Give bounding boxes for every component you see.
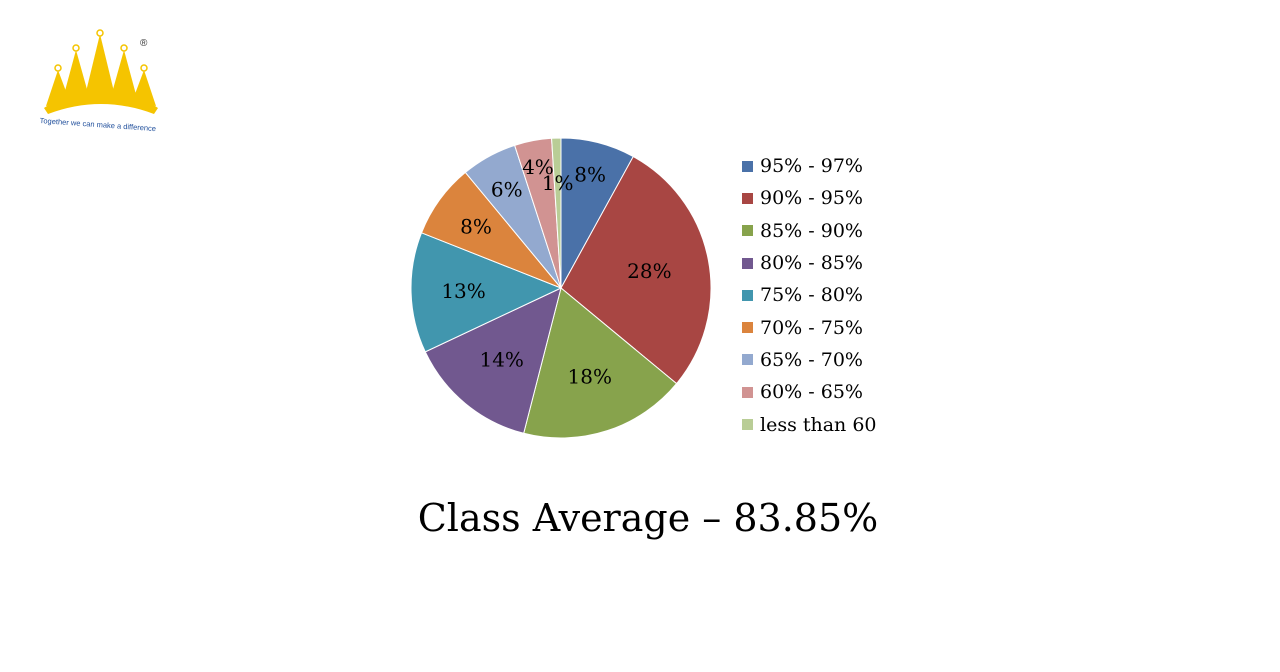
legend-item: 80% - 85% bbox=[742, 247, 877, 279]
legend-label: 65% - 70% bbox=[760, 348, 863, 371]
pie-data-label: 18% bbox=[568, 364, 612, 388]
legend-label: 95% - 97% bbox=[760, 155, 863, 178]
chart-legend: 95% - 97% 90% - 95% 85% - 90% 80% - 85% 75% … bbox=[742, 150, 877, 441]
legend-label: 70% - 75% bbox=[760, 316, 863, 339]
legend-item: 70% - 75% bbox=[742, 311, 877, 343]
legend-item: 95% - 97% bbox=[742, 150, 877, 182]
legend-item: 85% - 90% bbox=[742, 215, 877, 247]
legend-swatch bbox=[742, 354, 753, 366]
pie-data-label: 13% bbox=[441, 279, 485, 303]
pie-slice bbox=[560, 155, 712, 385]
pie-data-label: 14% bbox=[479, 348, 523, 372]
legend-swatch bbox=[742, 289, 753, 301]
registered-mark: ® bbox=[140, 38, 148, 49]
pie-slice bbox=[551, 137, 562, 289]
legend-label: 80% - 85% bbox=[760, 252, 863, 275]
pie-chart: 8% 28% 18% 14% 13% 8% 6%4%1% bbox=[410, 137, 712, 439]
pie-data-label: 6% bbox=[491, 177, 523, 201]
legend-swatch bbox=[742, 192, 753, 204]
pie-data-label: 4% bbox=[522, 155, 554, 179]
pie-slice bbox=[523, 287, 678, 439]
legend-swatch bbox=[742, 419, 753, 431]
company-logo bbox=[36, 28, 166, 132]
legend-item: less than 60 bbox=[742, 408, 877, 440]
pie-data-label: 1% bbox=[542, 171, 574, 195]
pie-slice bbox=[410, 232, 563, 353]
legend-label: 90% - 95% bbox=[760, 187, 863, 210]
legend-item: 60% - 65% bbox=[742, 376, 877, 408]
legend-item: 65% - 70% bbox=[742, 344, 877, 376]
legend-swatch bbox=[742, 386, 753, 398]
legend-swatch bbox=[742, 257, 753, 269]
legend-swatch bbox=[742, 225, 753, 237]
legend-item: 75% - 80% bbox=[742, 279, 877, 311]
sun-crown-icon bbox=[44, 29, 158, 114]
legend-label: 75% - 80% bbox=[760, 284, 863, 307]
class-average-caption: Class Average – 83.85% bbox=[417, 496, 879, 540]
pie-data-label: 8% bbox=[460, 214, 492, 238]
legend-swatch bbox=[742, 160, 753, 172]
pie-slice bbox=[424, 287, 562, 434]
legend-item: 90% - 95% bbox=[742, 182, 877, 214]
pie-data-label: 8% bbox=[574, 163, 606, 187]
legend-swatch bbox=[742, 322, 753, 334]
legend-label: less than 60 bbox=[760, 413, 877, 436]
legend-label: 60% - 65% bbox=[760, 381, 863, 404]
pie-data-label: 28% bbox=[627, 259, 671, 283]
legend-label: 85% - 90% bbox=[760, 219, 863, 242]
